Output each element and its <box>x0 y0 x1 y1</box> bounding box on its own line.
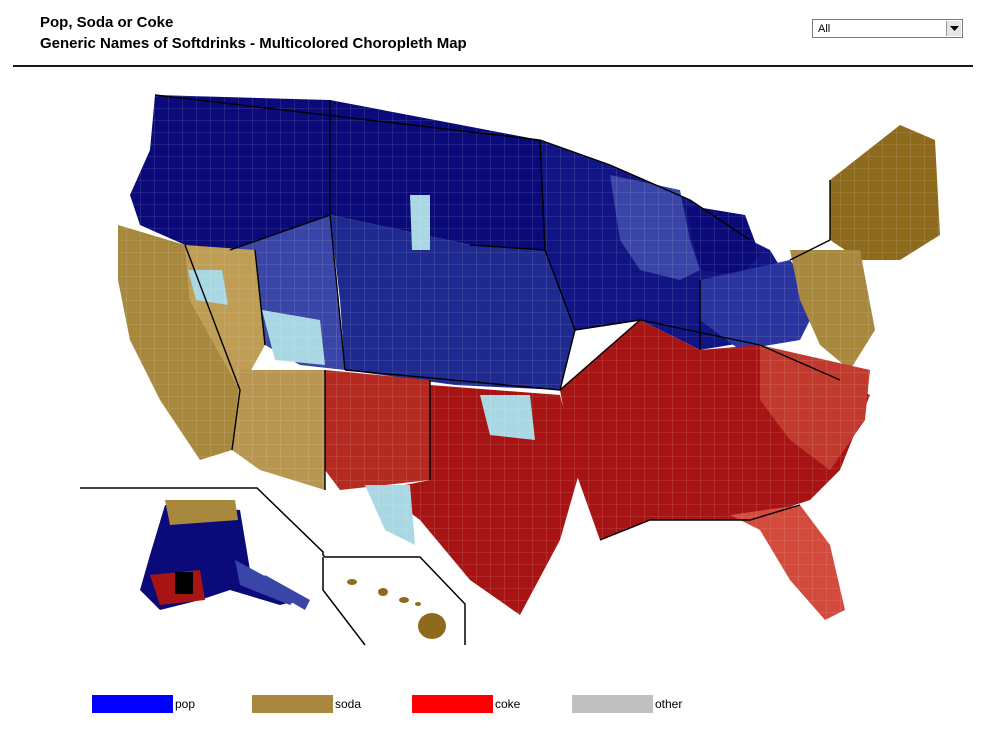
legend-label-coke: coke <box>495 697 521 711</box>
page-subtitle: Generic Names of Softdrinks - Multicolor… <box>40 35 467 52</box>
legend-swatch-other <box>572 695 653 713</box>
dropdown-arrow-button[interactable] <box>946 21 961 36</box>
legend: pop soda coke other <box>0 695 985 715</box>
hawaii-region <box>347 579 446 639</box>
chevron-down-icon <box>950 26 959 31</box>
state-borders <box>154 94 841 541</box>
header-divider <box>13 65 973 67</box>
choropleth-map[interactable] <box>0 70 985 670</box>
legend-swatch-soda <box>252 695 333 713</box>
inset-frame-lines <box>80 487 466 646</box>
legend-label-pop: pop <box>175 697 196 711</box>
legend-swatch-coke <box>412 695 493 713</box>
alaska-soda <box>165 500 238 525</box>
alaska-panhandle <box>262 575 310 610</box>
category-select[interactable]: All <box>812 19 963 38</box>
legend-swatch-pop <box>92 695 173 713</box>
county-grid-overlay <box>110 90 950 630</box>
legend-label-other: other <box>655 697 683 711</box>
legend-label-soda: soda <box>335 697 362 711</box>
alaska-other <box>175 572 193 594</box>
title-block: Pop, Soda or Coke Generic Names of Softd… <box>40 12 467 54</box>
page-title: Pop, Soda or Coke <box>40 14 174 31</box>
map-svg <box>80 90 950 646</box>
category-select-value: All <box>818 23 831 35</box>
